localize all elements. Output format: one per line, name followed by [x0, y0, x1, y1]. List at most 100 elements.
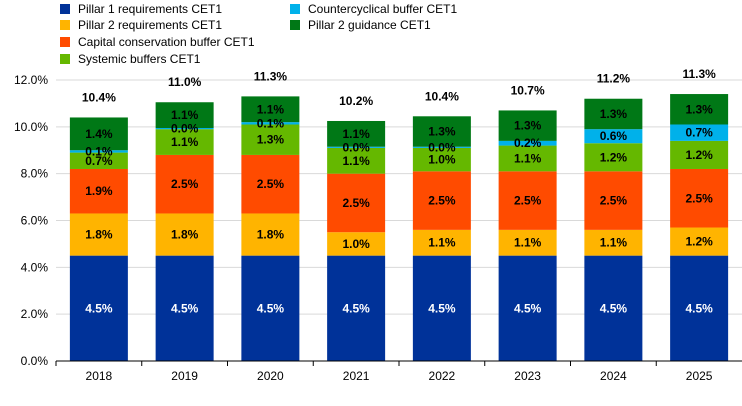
total-label: 11.3% [254, 69, 288, 83]
bar-layer [69, 94, 729, 361]
bar-segment [241, 96, 300, 123]
bar-segment [412, 171, 471, 230]
data-label: 0.0% [342, 140, 370, 154]
bar-segment [327, 232, 386, 256]
data-label: 1.1% [342, 154, 370, 168]
legend-swatch-guidance [290, 20, 300, 30]
data-label: 0.6% [600, 129, 628, 143]
bar-segment [498, 110, 557, 141]
bar-segment [327, 147, 386, 174]
bar-segment [155, 213, 214, 256]
data-label: 1.1% [600, 236, 628, 250]
data-label: 1.1% [257, 102, 285, 116]
data-label: 2.5% [428, 194, 456, 208]
bar-segment [69, 213, 128, 256]
bar-segment [584, 143, 643, 172]
x-tick-label: 2021 [343, 369, 370, 383]
bar-segment [327, 120, 386, 147]
data-label: 4.5% [600, 301, 628, 315]
bar-segment [584, 255, 643, 361]
bar-segment [155, 128, 214, 130]
y-tick-label: 6.0% [21, 214, 49, 228]
data-label: 1.8% [171, 228, 199, 242]
legend-item-systemic: Systemic buffers CET1 [60, 52, 200, 66]
y-tick-label: 0.0% [21, 354, 49, 368]
legend-item-conservation: Capital conservation buffer CET1 [60, 35, 255, 49]
legend-label-conservation: Capital conservation buffer CET1 [78, 35, 255, 49]
data-label: 1.2% [685, 235, 713, 249]
legend-label-guidance: Pillar 2 guidance CET1 [308, 18, 431, 32]
bar-segment [69, 117, 128, 151]
data-label: 0.1% [85, 144, 113, 158]
data-label: 2.5% [171, 177, 199, 191]
bar-segment [670, 168, 729, 228]
legend-label-pillar1: Pillar 1 requirements CET1 [78, 2, 223, 16]
y-tick-label: 4.0% [21, 260, 49, 274]
legend-label-systemic: Systemic buffers CET1 [78, 52, 201, 66]
bar-segment [241, 122, 300, 125]
bar-segment [584, 229, 643, 256]
data-label: 1.2% [600, 150, 628, 164]
bar-segment [498, 229, 557, 256]
bar-segment [69, 255, 128, 361]
data-label: 1.1% [514, 236, 542, 250]
data-label: 4.5% [171, 301, 199, 315]
data-label: 4.5% [514, 301, 542, 315]
bar-segment [69, 168, 128, 214]
legend-label-pillar2: Pillar 2 requirements CET1 [78, 18, 223, 32]
data-label: 0.7% [85, 154, 113, 168]
bar-segment [670, 255, 729, 361]
bar-segment [670, 140, 729, 169]
bar-segment [155, 154, 214, 214]
x-tick-label: 2022 [429, 369, 456, 383]
data-label: 4.5% [428, 301, 456, 315]
bar-segment [498, 171, 557, 230]
data-label: 1.1% [171, 135, 199, 149]
data-label: 1.9% [85, 184, 113, 198]
label-layer: 4.5%1.8%1.9%0.7%0.1%1.4%10.4%4.5%1.8%2.5… [82, 67, 716, 315]
data-label: 1.1% [514, 151, 542, 165]
bar-segment [412, 255, 471, 361]
legend-item-guidance: Pillar 2 guidance CET1 [290, 18, 431, 32]
bar-segment [498, 140, 557, 146]
bar-segment [412, 116, 471, 147]
data-label: 0.2% [514, 136, 542, 150]
data-label: 1.8% [257, 228, 285, 242]
bar-segment [498, 145, 557, 172]
data-label: 1.3% [685, 102, 713, 116]
y-tick-label: 10.0% [14, 120, 48, 134]
x-tick-label: 2020 [257, 369, 284, 383]
legend-item-pillar1: Pillar 1 requirements CET1 [60, 2, 222, 16]
data-label: 1.4% [85, 127, 113, 141]
data-label: 1.3% [600, 107, 628, 121]
legend-item-pillar2: Pillar 2 requirements CET1 [60, 18, 222, 32]
legend-swatch-countercyclical [290, 4, 300, 14]
legend-item-countercyclical: Countercyclical buffer CET1 [290, 2, 457, 16]
data-label: 2.5% [600, 194, 628, 208]
data-label: 4.5% [85, 301, 113, 315]
bar-segment [584, 171, 643, 230]
bar-segment [498, 255, 557, 361]
data-label: 1.0% [342, 237, 370, 251]
data-label: 2.5% [685, 191, 713, 205]
legend-swatch-pillar1 [60, 4, 70, 14]
data-label: 0.0% [428, 140, 456, 154]
bar-segment [241, 255, 300, 361]
data-label: 0.7% [685, 126, 713, 140]
bar-segment [155, 102, 214, 129]
legend-swatch-pillar2 [60, 20, 70, 30]
data-label: 4.5% [685, 301, 713, 315]
bar-segment [584, 129, 643, 144]
bar-segment [412, 229, 471, 256]
x-tick-label: 2018 [86, 369, 113, 383]
x-tick-label: 2025 [686, 369, 713, 383]
x-tick-label: 2019 [171, 369, 198, 383]
y-tick-label: 2.0% [21, 307, 49, 321]
bar-segment [155, 255, 214, 361]
legend-label-countercyclical: Countercyclical buffer CET1 [308, 2, 458, 16]
bar-segment [241, 124, 300, 155]
data-label: 1.8% [85, 228, 113, 242]
data-label: 1.3% [428, 125, 456, 139]
legend-swatch-systemic [60, 54, 70, 64]
